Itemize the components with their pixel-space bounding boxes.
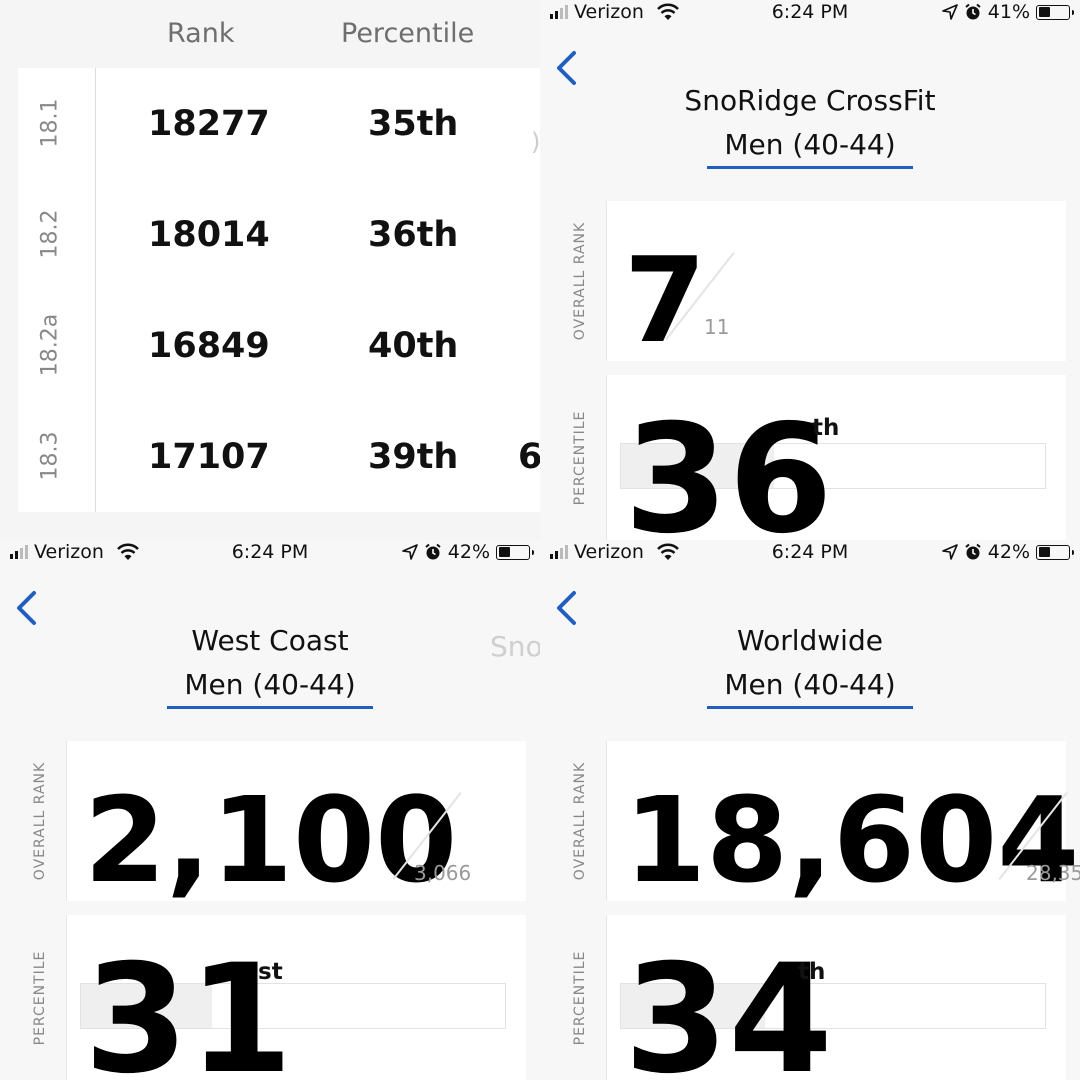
division-tab[interactable]: Men (40-44) xyxy=(724,128,896,161)
location-arrow-icon xyxy=(941,544,958,560)
percentile-label: PERCENTILE xyxy=(572,410,588,505)
division-tab[interactable]: Men (40-44) xyxy=(724,668,896,701)
active-tab-indicator xyxy=(707,706,913,709)
scores-table: 18.1 18277 35th 18.2 18014 36th 18.2a 16… xyxy=(18,68,540,512)
total-competitors: 28,35 xyxy=(1026,861,1080,885)
rank-value: 17107 xyxy=(148,437,270,477)
workout-label: 18.2a xyxy=(37,313,63,377)
rank-column-header: Rank xyxy=(167,18,235,49)
percentile-card: PERCENTILE 34 th xyxy=(554,915,1066,1080)
rank-value: 18014 xyxy=(148,215,270,255)
status-time: 6:24 PM xyxy=(771,541,849,563)
carrier-name: Verizon xyxy=(574,1,644,23)
percentile-bar xyxy=(80,983,506,1029)
clipped-column-value: 6 xyxy=(518,437,540,477)
percentile-column-header: Percentile xyxy=(341,18,475,49)
workout-label: 18.2 xyxy=(37,209,63,259)
clipped-edge-glyph: ) xyxy=(531,128,540,156)
carrier-name: Verizon xyxy=(574,541,644,563)
percentile-value: 36th xyxy=(368,215,459,255)
worldwide-ranking-screen: Verizon 6:24 PM 42% Worldwide Men (40-44… xyxy=(540,540,1080,1080)
total-competitors: 3,066 xyxy=(414,861,472,885)
percentile-value: 36 xyxy=(624,393,833,540)
overall-rank-value: 7 xyxy=(624,231,707,369)
percentile-value: 35th xyxy=(368,104,459,144)
chevron-left-icon[interactable] xyxy=(554,50,578,86)
percentile-bar-fill xyxy=(81,984,213,1028)
chevron-left-icon[interactable] xyxy=(554,590,578,626)
overall-rank-label: OVERALL RANK xyxy=(572,761,588,881)
overall-rank-value: 18,604 xyxy=(624,771,1080,909)
event-scores-table-panel: Rank Percentile 18.1 18277 35th 18.2 180… xyxy=(0,0,540,540)
battery-percent: 41% xyxy=(987,1,1030,23)
rank-value: 18277 xyxy=(148,104,270,144)
overall-rank-card: OVERALL RANK 18,604 28,35 xyxy=(554,741,1080,901)
signal-bars-icon xyxy=(10,545,28,559)
alarm-clock-icon xyxy=(425,543,441,560)
battery-icon xyxy=(496,544,534,560)
location-arrow-icon xyxy=(401,544,418,560)
signal-bars-icon xyxy=(550,5,568,19)
battery-percent: 42% xyxy=(447,541,490,563)
region-ranking-screen: Verizon 6:24 PM 42% West Coast Men (40-4… xyxy=(0,540,540,1080)
table-row[interactable]: 18.2a 16849 40th xyxy=(18,290,540,401)
active-tab-indicator xyxy=(167,706,373,709)
alarm-clock-icon xyxy=(965,3,981,20)
overall-rank-value: 2,100 xyxy=(84,771,458,909)
carrier-name: Verizon xyxy=(34,541,104,563)
overall-rank-label: OVERALL RANK xyxy=(572,221,588,341)
percentile-suffix: st xyxy=(258,959,283,985)
percentile-value: 34 xyxy=(624,933,833,1080)
total-competitors: 11 xyxy=(704,315,730,339)
percentile-suffix: th xyxy=(798,959,826,985)
table-row[interactable]: 18.2 18014 36th xyxy=(18,179,540,290)
affiliate-ranking-screen: Verizon 6:24 PM 41% SnoRidge CrossFit Me… xyxy=(540,0,1080,540)
status-bar: Verizon 6:24 PM 41% xyxy=(540,0,1080,26)
percentile-value: 40th xyxy=(368,326,459,366)
workout-label: 18.3 xyxy=(37,431,63,481)
percentile-label: PERCENTILE xyxy=(32,950,48,1045)
leaderboard-title: SnoRidge CrossFit xyxy=(684,84,936,117)
overall-rank-card: OVERALL RANK 2,100 3,066 xyxy=(14,741,526,901)
battery-icon xyxy=(1036,544,1074,560)
status-bar: Verizon 6:24 PM 42% xyxy=(0,540,540,566)
percentile-card: PERCENTILE 36 th xyxy=(554,375,1066,540)
percentile-value: 39th xyxy=(368,437,459,477)
workout-label: 18.1 xyxy=(37,98,63,148)
percentile-suffix: th xyxy=(812,415,840,441)
alarm-clock-icon xyxy=(965,543,981,560)
signal-bars-icon xyxy=(550,545,568,559)
percentile-bar xyxy=(620,443,1046,489)
percentile-bar-fill xyxy=(621,984,766,1028)
chevron-left-icon[interactable] xyxy=(14,590,38,626)
percentile-bar-fill xyxy=(621,444,774,488)
status-bar: Verizon 6:24 PM 42% xyxy=(540,540,1080,566)
wifi-icon xyxy=(117,543,139,560)
battery-icon xyxy=(1036,4,1074,20)
leaderboard-title: Worldwide xyxy=(737,624,883,657)
table-row[interactable]: 18.1 18277 35th xyxy=(18,68,540,179)
location-arrow-icon xyxy=(941,4,958,20)
percentile-card: PERCENTILE 31 st xyxy=(14,915,526,1080)
division-tab[interactable]: Men (40-44) xyxy=(184,668,356,701)
rank-value: 16849 xyxy=(148,326,270,366)
percentile-value: 31 xyxy=(84,933,293,1080)
overall-rank-label: OVERALL RANK xyxy=(32,761,48,881)
status-time: 6:24 PM xyxy=(771,1,849,23)
percentile-label: PERCENTILE xyxy=(572,950,588,1045)
percentile-bar xyxy=(620,983,1046,1029)
battery-percent: 42% xyxy=(987,541,1030,563)
active-tab-indicator xyxy=(707,166,913,169)
overall-rank-card: OVERALL RANK 7 11 xyxy=(554,201,1066,361)
status-time: 6:24 PM xyxy=(231,541,309,563)
wifi-icon xyxy=(657,3,679,20)
next-tab-peek[interactable]: Sno xyxy=(490,630,540,663)
table-divider xyxy=(95,68,96,512)
leaderboard-title: West Coast xyxy=(191,624,349,657)
table-row[interactable]: 18.3 17107 39th 6 xyxy=(18,401,541,512)
wifi-icon xyxy=(657,543,679,560)
